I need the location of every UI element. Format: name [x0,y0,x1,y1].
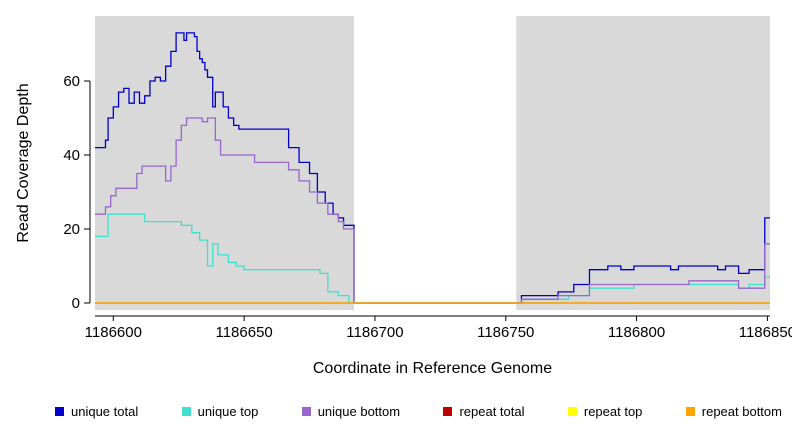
y-tick-label: 60 [63,73,80,90]
x-tick-label: 1186650 [215,324,272,341]
y-axis-title: Read Coverage Depth [15,83,32,243]
legend-item-unique-total: unique total [55,404,138,419]
legend-swatch-unique-bottom [301,406,311,416]
series-unique-top [95,213,770,304]
legend-item-repeat-bottom: repeat bottom [685,403,782,419]
legend-swatch-unique-total [55,406,64,416]
x-tick-label: 1186700 [346,324,403,341]
legend-swatch-unique-top [181,406,191,416]
legend-item-unique-top: unique top [181,403,259,419]
legend-label: repeat top [583,403,643,419]
legend-item-repeat-top: repeat top [567,403,643,419]
x-tick-label: 1186750 [477,324,534,341]
legend-label: unique top [197,403,259,419]
y-tick-label: 0 [72,295,80,312]
x-tick-label: 1186600 [85,324,142,341]
legend-swatch-repeat-bottom [685,406,695,416]
legend-swatch-repeat-top [567,406,577,416]
series-unique-bottom [95,117,770,304]
y-tick-label: 20 [63,221,80,238]
legend-label: repeat total [459,403,525,419]
legend-label: unique bottom [317,403,401,419]
no-data-gap-region [354,16,517,310]
x-tick-label: 1186800 [608,324,665,341]
legend-item-unique-bottom: unique bottom [301,403,401,419]
x-tick-label: 1186850 [739,324,792,341]
y-tick-label: 40 [63,147,80,164]
legend-label: repeat bottom [701,403,782,419]
legend-swatch-repeat-total [443,406,453,416]
legend: unique total unique top unique bottom repea… [55,399,782,423]
x-axis-title: Coordinate in Reference Genome [312,360,553,377]
legend-item-repeat-total: repeat total [443,403,525,419]
series-unique-total [95,32,770,304]
legend-label: unique total [71,403,139,419]
